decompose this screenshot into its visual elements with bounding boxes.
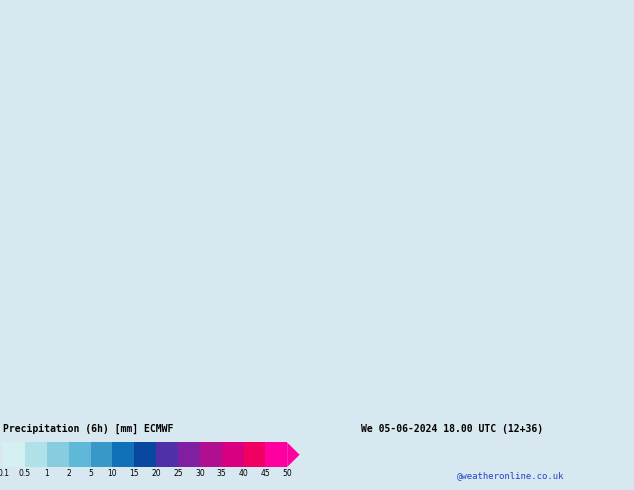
Bar <box>47 442 68 467</box>
Text: 1: 1 <box>44 469 49 478</box>
Text: 35: 35 <box>217 469 226 478</box>
Text: Precipitation (6h) [mm] ECMWF: Precipitation (6h) [mm] ECMWF <box>3 423 174 434</box>
Text: 40: 40 <box>238 469 249 478</box>
Bar <box>3 442 25 467</box>
Text: 5: 5 <box>88 469 93 478</box>
Text: 2: 2 <box>67 469 71 478</box>
Bar <box>266 442 287 467</box>
Text: 0.1: 0.1 <box>0 469 9 478</box>
Text: 45: 45 <box>261 469 270 478</box>
Polygon shape <box>287 442 300 467</box>
Text: 50: 50 <box>282 469 292 478</box>
Bar <box>91 442 112 467</box>
Text: 10: 10 <box>108 469 117 478</box>
Bar <box>134 442 156 467</box>
Bar <box>68 442 91 467</box>
Text: 0.5: 0.5 <box>19 469 31 478</box>
Text: 25: 25 <box>173 469 183 478</box>
Bar <box>156 442 178 467</box>
Text: @weatheronline.co.uk: @weatheronline.co.uk <box>456 471 564 480</box>
Text: 15: 15 <box>129 469 139 478</box>
Text: We 05-06-2024 18.00 UTC (12+36): We 05-06-2024 18.00 UTC (12+36) <box>361 424 543 434</box>
Text: 30: 30 <box>195 469 205 478</box>
Bar <box>178 442 200 467</box>
Bar <box>25 442 47 467</box>
Bar <box>200 442 222 467</box>
Bar <box>112 442 134 467</box>
Bar <box>243 442 266 467</box>
Bar <box>222 442 243 467</box>
Text: 20: 20 <box>152 469 161 478</box>
